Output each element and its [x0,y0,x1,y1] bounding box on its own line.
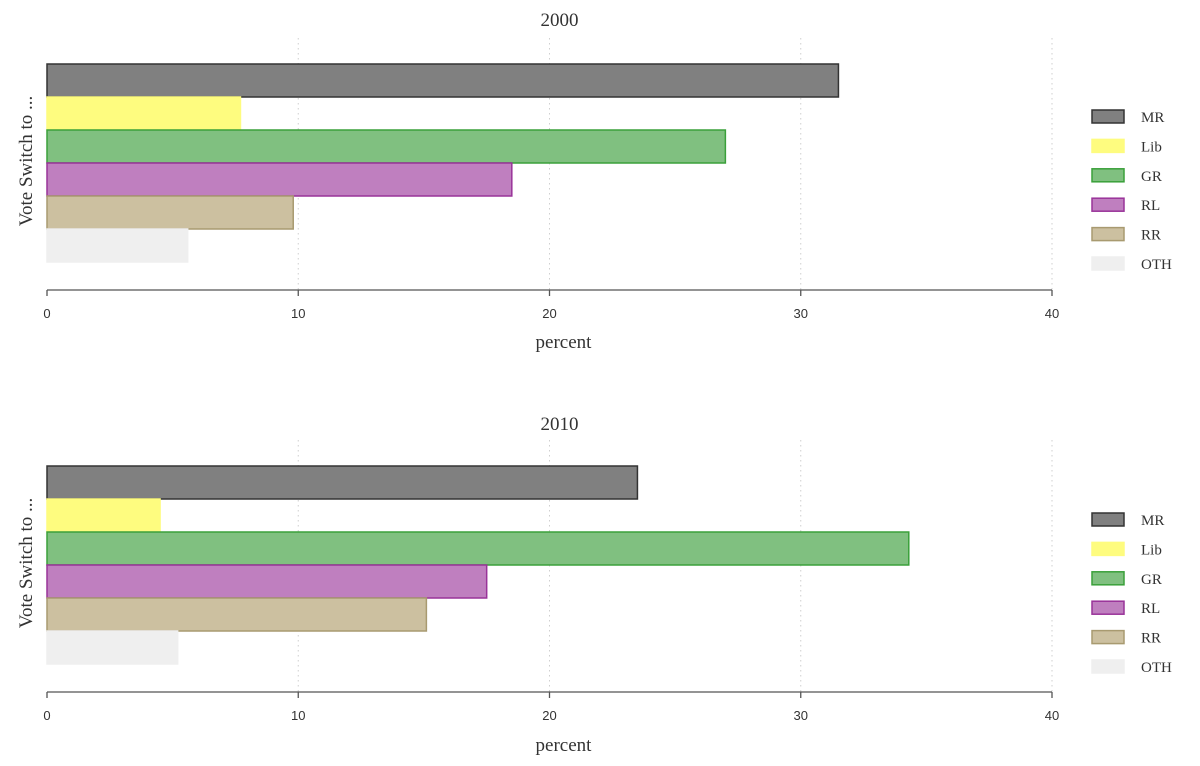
legend-swatch-rl [1091,197,1125,212]
legend-label-rr: RR [1141,228,1161,244]
x-tick-label: 10 [291,708,305,723]
x-axis-label: percent [536,735,593,756]
legend-swatch-mr [1091,512,1125,527]
chart-title: 2010 [541,414,579,435]
legend-swatch-lib [1091,541,1125,557]
legend-label-gr: GR [1141,572,1162,588]
legend-swatch-mr [1091,109,1125,124]
legend: MR Lib GR RL RR OTH [1091,109,1172,273]
x-axis-label: percent [536,332,593,353]
bar-mr [46,465,639,500]
legend-label-oth: OTH [1141,257,1172,273]
bar-rr [46,597,428,632]
x-tick-label: 20 [542,708,556,723]
bar-lib [46,498,161,533]
bar-gr [46,129,727,164]
x-tick-label: 0 [43,708,50,723]
legend-label-rr: RR [1141,631,1161,647]
legend-label-oth: OTH [1141,660,1172,676]
bar-rl [46,564,488,599]
bar-oth [46,228,189,263]
x-tick-label: 10 [291,306,305,321]
bar-lib [46,96,242,131]
legend-swatch-rr [1091,226,1125,242]
legend: MR Lib GR RL RR OTH [1091,512,1172,676]
legend-swatch-lib [1091,138,1125,154]
legend-label-lib: Lib [1141,542,1162,558]
bar-gr [46,531,910,566]
bar-oth [46,630,179,665]
y-axis-label: Vote Switch to ... [16,498,37,629]
legend-label-lib: Lib [1141,139,1162,155]
x-tick-label: 40 [1045,306,1059,321]
legend-label-gr: GR [1141,169,1162,185]
y-axis-label: Vote Switch to ... [16,96,37,227]
legend-label-rl: RL [1141,601,1160,617]
legend-swatch-oth [1091,659,1125,674]
legend-swatch-oth [1091,256,1125,271]
x-tick-label: 30 [794,306,808,321]
x-tick-label: 30 [794,708,808,723]
x-tick-label: 40 [1045,708,1059,723]
x-tick-label: 0 [43,306,50,321]
legend-swatch-rr [1091,629,1125,645]
chart-panel-2000: 2000 0 10 20 30 40 percent Vote Switch to ... MR… [16,10,1172,353]
legend-label-rl: RL [1141,198,1160,214]
legend-swatch-gr [1091,571,1125,586]
x-tick-label: 20 [542,306,556,321]
chart-title: 2000 [541,10,579,31]
chart-panel-2010: 2010 0 10 20 30 40 percent Vote Switch to ... MR… [16,414,1172,756]
bar-mr [46,63,840,98]
bar-rr [46,195,294,230]
legend-label-mr: MR [1141,110,1164,126]
legend-swatch-rl [1091,600,1125,615]
legend-label-mr: MR [1141,513,1164,529]
legend-swatch-gr [1091,168,1125,183]
bar-rl [46,162,513,197]
